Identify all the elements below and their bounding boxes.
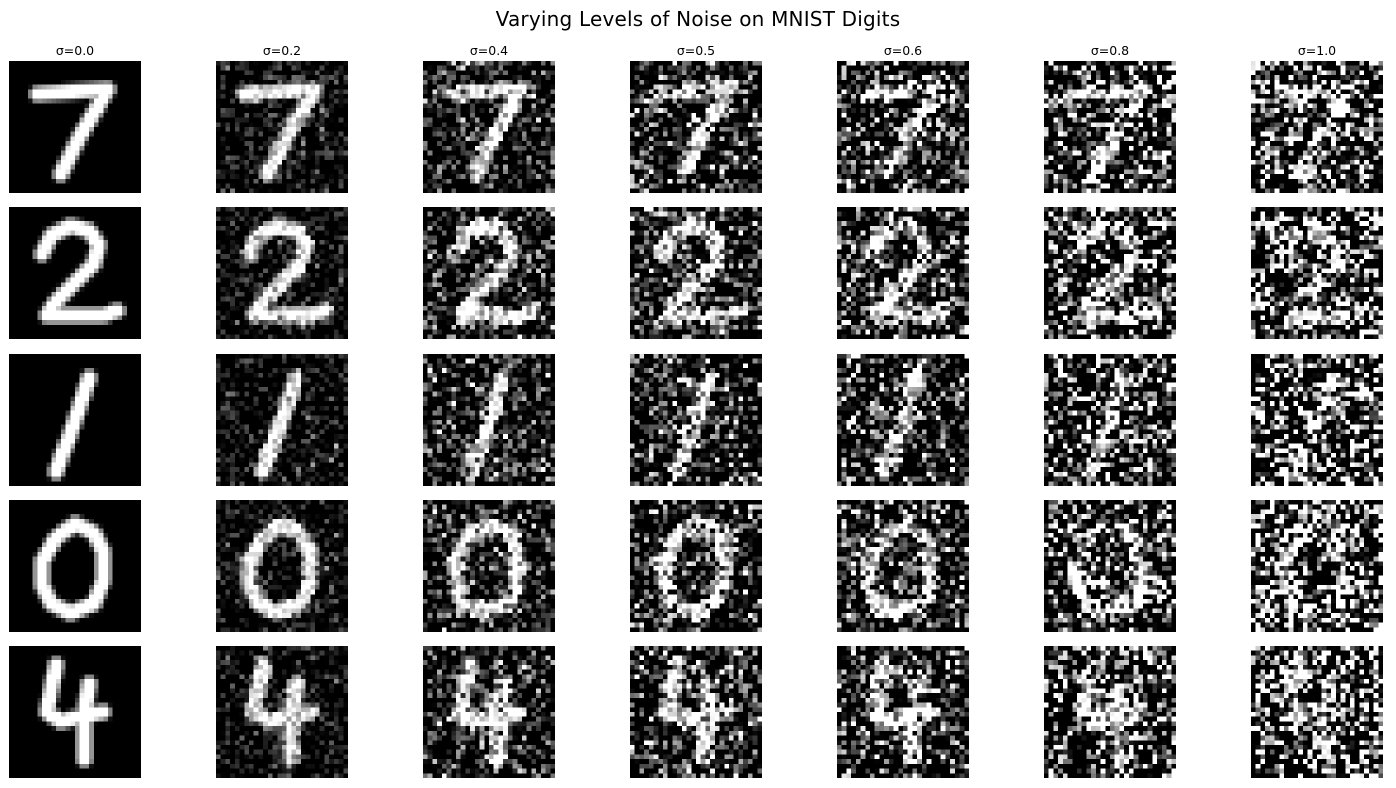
digit-image — [216, 61, 348, 193]
digit-image — [837, 646, 969, 778]
column-title: σ=0.2 — [262, 43, 302, 58]
digit-image — [423, 354, 555, 486]
digit-image — [9, 354, 141, 486]
digit-image — [837, 207, 969, 339]
column-title: σ=0.5 — [676, 43, 716, 58]
digit-image — [1251, 61, 1383, 193]
digit-image — [9, 61, 141, 193]
column-title: σ=0.6 — [883, 43, 923, 58]
digit-image — [423, 646, 555, 778]
digit-image — [9, 646, 141, 778]
column-title: σ=0.0 — [55, 43, 95, 58]
digit-image — [1251, 500, 1383, 632]
digit-image — [1044, 61, 1176, 193]
digit-image — [216, 646, 348, 778]
digit-image — [837, 354, 969, 486]
digit-image — [1251, 354, 1383, 486]
digit-image — [630, 207, 762, 339]
digit-image — [423, 207, 555, 339]
column-title: σ=0.8 — [1090, 43, 1130, 58]
digit-image — [9, 500, 141, 632]
figure-title: Varying Levels of Noise on MNIST Digits — [495, 7, 901, 31]
digit-image — [1251, 207, 1383, 339]
digit-image — [630, 646, 762, 778]
digit-image — [216, 354, 348, 486]
digit-image — [630, 61, 762, 193]
digit-image — [837, 61, 969, 193]
digit-image — [423, 61, 555, 193]
digit-image — [630, 354, 762, 486]
digit-image — [423, 500, 555, 632]
digit-image — [1044, 646, 1176, 778]
digit-image — [1044, 207, 1176, 339]
digit-image — [216, 500, 348, 632]
digit-image — [837, 500, 969, 632]
digit-image — [9, 207, 141, 339]
column-title: σ=0.4 — [469, 43, 509, 58]
digit-image — [216, 207, 348, 339]
digit-image — [1251, 646, 1383, 778]
digit-image — [1044, 354, 1176, 486]
digit-image — [1044, 500, 1176, 632]
column-title: σ=1.0 — [1297, 43, 1337, 58]
digit-image — [630, 500, 762, 632]
